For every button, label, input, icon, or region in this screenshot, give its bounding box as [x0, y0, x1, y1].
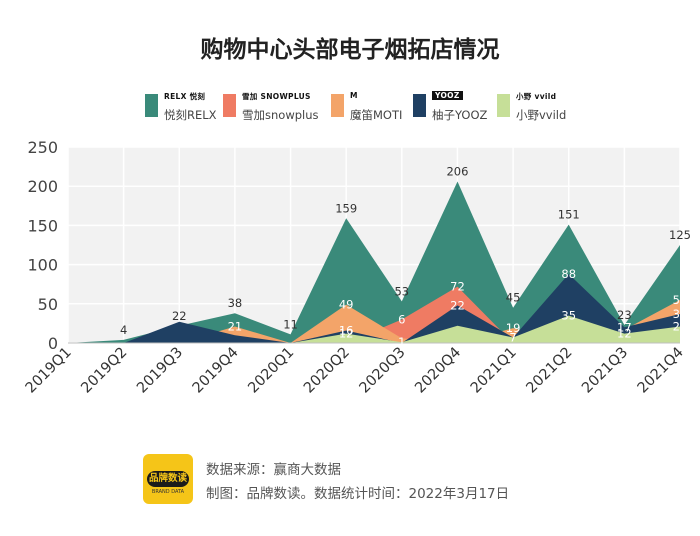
y-tick-label: 0	[48, 334, 58, 353]
x-tick-label: 2019Q2	[78, 345, 130, 397]
legend-swatch	[145, 94, 158, 117]
data-label: 125	[669, 228, 691, 242]
x-tick-label: 2021Q2	[524, 345, 576, 397]
data-label: 151	[558, 208, 580, 222]
data-label: 7	[509, 331, 516, 345]
data-label: 17	[617, 320, 632, 334]
legend-brand-logo: M	[350, 91, 358, 100]
data-label: 88	[561, 267, 576, 281]
x-tick-label: 2019Q4	[190, 345, 242, 397]
data-label: 16	[339, 323, 354, 337]
y-tick-label: 200	[27, 177, 58, 196]
data-source: 数据来源：赢商大数据	[206, 462, 341, 478]
data-label: 22	[450, 298, 465, 312]
data-label: 21	[673, 320, 688, 334]
data-label: 72	[450, 280, 465, 294]
x-tick-label: 2021Q3	[579, 345, 631, 397]
data-label: 21	[228, 320, 243, 334]
legend-swatch	[223, 94, 236, 117]
data-label: 206	[446, 164, 468, 178]
legend-label: 雪加snowplus	[242, 108, 319, 122]
data-label: 19	[506, 321, 521, 335]
x-tick-label: 2020Q4	[412, 345, 464, 397]
data-label: 12	[339, 327, 354, 341]
series-area	[68, 181, 680, 343]
y-tick-label: 250	[27, 138, 58, 157]
chart-legend: RELX 悦刻悦刻RELX 雪加 SNOWPLUS 雪加snowplus M 魔笛MOT…	[145, 90, 585, 126]
footer-notes: 数据来源：赢商大数据 制图：品牌数读。数据统计时间：2022年3月17日	[206, 458, 509, 506]
legend-swatch	[413, 94, 426, 117]
data-label: 4	[120, 323, 127, 337]
data-label: 55	[673, 293, 688, 307]
brand-logo-subtext: BRAND DATA	[151, 489, 185, 495]
x-tick-label: 2020Q1	[245, 345, 297, 397]
legend-brand-logo: 雪加 SNOWPLUS	[242, 92, 311, 101]
data-label: 12	[617, 327, 632, 341]
series-area	[68, 274, 680, 343]
data-label: 38	[228, 296, 243, 310]
x-tick-label: 2019Q3	[134, 345, 186, 397]
data-label: 45	[506, 291, 521, 305]
data-label: 6	[398, 312, 405, 326]
data-label: 22	[172, 309, 187, 323]
x-tick-label: 2021Q4	[635, 345, 687, 397]
brand-logo-text: 品牌数读	[147, 471, 189, 487]
legend-swatch	[331, 94, 344, 117]
data-label: 35	[561, 309, 576, 323]
chart-credit: 制图：品牌数读。数据统计时间：2022年3月17日	[206, 486, 510, 502]
chart-title: 购物中心头部电子烟拓店情况	[200, 37, 500, 63]
legend-label: 小野vvild	[516, 108, 567, 122]
data-label: 23	[617, 308, 632, 322]
y-tick-label: 150	[27, 216, 58, 235]
data-label: 49	[339, 298, 354, 312]
legend-brand-logo: RELX 悦刻	[164, 92, 206, 101]
y-tick-label: 50	[38, 295, 58, 314]
series-area	[68, 315, 680, 343]
brand-logo: 品牌数读 BRAND DATA	[143, 454, 193, 504]
legend-swatch	[497, 94, 510, 117]
x-tick-label: 2020Q2	[301, 345, 353, 397]
legend-label: 柚子YOOZ	[432, 108, 488, 122]
x-tick-label: 2020Q3	[357, 345, 409, 397]
data-label: 11	[283, 317, 298, 331]
legend-brand-logo: 小野 vvild	[516, 92, 557, 101]
legend-label: 魔笛MOTI	[350, 108, 403, 122]
data-label: 159	[335, 201, 357, 215]
y-tick-label: 100	[27, 256, 58, 275]
data-label: 53	[394, 284, 409, 298]
legend-brand-logo: YOOZ	[432, 91, 463, 100]
legend-label: 悦刻RELX	[164, 108, 217, 122]
x-tick-label: 2021Q1	[468, 345, 520, 397]
data-label: 37	[673, 307, 688, 321]
data-label: 1	[398, 335, 405, 349]
